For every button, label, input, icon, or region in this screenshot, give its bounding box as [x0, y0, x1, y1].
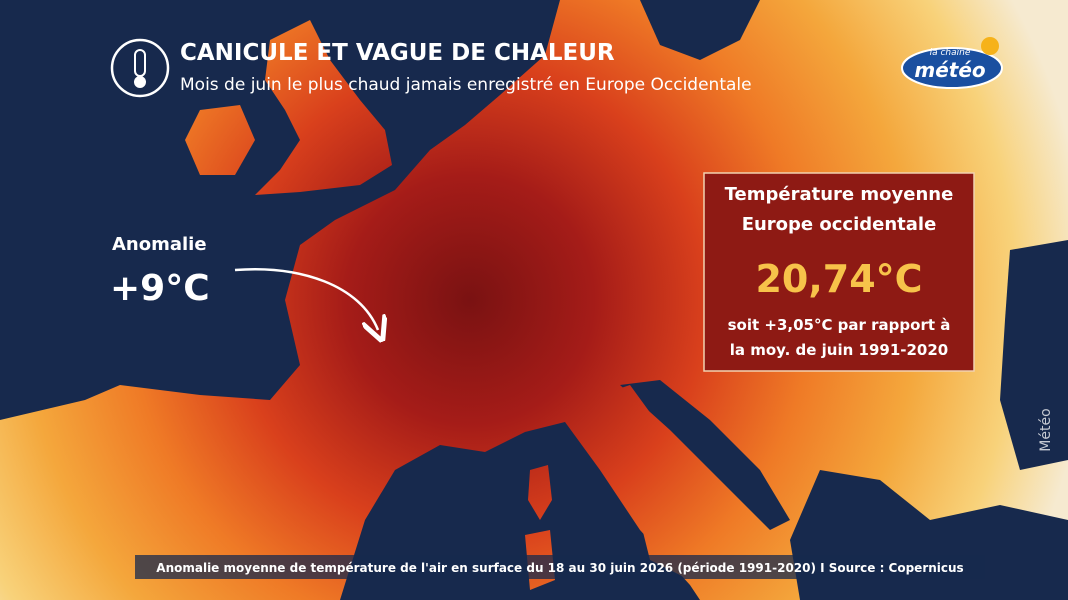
info-note: soit +3,05°C par rapport à [728, 316, 951, 334]
baltic [640, 0, 760, 60]
thermometer-icon [110, 38, 170, 98]
info-heading: Europe occidentale [742, 214, 937, 235]
anomaly-label: Anomalie [112, 234, 207, 255]
title: CANICULE ET VAGUE DE CHALEUR [180, 40, 615, 66]
atlantic [0, 0, 560, 420]
logo-sun [981, 37, 999, 55]
anomaly-value: +9°C [110, 268, 210, 309]
subtitle: Mois de juin le plus chaud jamais enregi… [180, 75, 752, 95]
black-sea [1000, 240, 1068, 470]
footer-bar [135, 555, 985, 579]
italy [600, 385, 760, 580]
anomaly-arrow [234, 268, 378, 330]
info-value: 20,74°C [755, 257, 922, 301]
islands [185, 20, 760, 590]
ireland [185, 105, 255, 175]
logo-main: météo [914, 58, 986, 82]
logo-small: la chaîne [930, 48, 971, 58]
footer-caption: Anomalie moyenne de température de l'air… [156, 561, 963, 575]
adriatic [620, 380, 790, 530]
info-box [703, 172, 975, 372]
corsica [528, 465, 552, 520]
watermark: Météo [1038, 408, 1054, 451]
info-note: la moy. de juin 1991-2020 [730, 341, 948, 359]
thermometer-bulb [134, 76, 146, 88]
info-heading: Température moyenne [725, 184, 954, 205]
logo-badge [901, 47, 1003, 89]
great-britain [255, 20, 392, 195]
